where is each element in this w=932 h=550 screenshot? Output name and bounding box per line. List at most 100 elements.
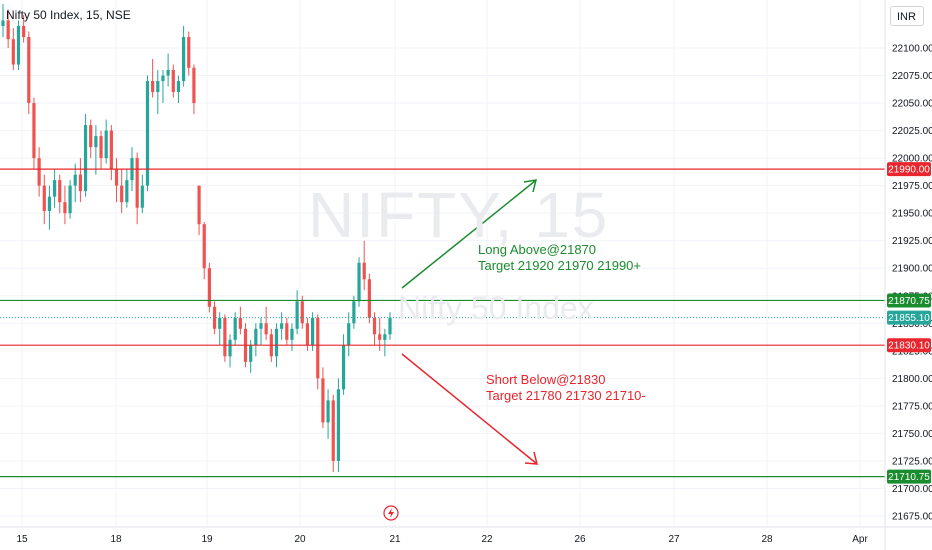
time-axis: 15 18 19 20 21 22 26 27 28 Apr [0, 526, 932, 545]
level-price-label: 21990.00 [888, 165, 930, 176]
x-tick-label: 18 [110, 534, 122, 545]
candle [300, 295, 304, 329]
candle [336, 378, 340, 472]
candle [16, 20, 21, 71]
y-tick-label: 22050.00 [892, 99, 932, 110]
candle [125, 169, 129, 208]
y-tick-label: 21700.00 [892, 484, 932, 495]
candle [114, 158, 119, 203]
long-arrow-head [523, 179, 538, 193]
candle [182, 25, 186, 87]
candle [68, 180, 72, 219]
short-arrow-head [524, 451, 538, 465]
y-tick-label: 22025.00 [892, 126, 932, 137]
candle [145, 75, 150, 192]
y-tick-label: 21975.00 [892, 181, 932, 192]
currency-selector[interactable]: INR [890, 6, 924, 26]
candle [362, 240, 366, 291]
candle [109, 125, 113, 181]
candle [58, 174, 62, 214]
candle [295, 290, 299, 335]
long-annotation: Long Above@21870 Target 21920 21970 2199… [478, 242, 641, 274]
candle [311, 312, 315, 351]
short-arrow-line [401, 353, 538, 465]
level-price-label: 21870.75 [888, 296, 930, 307]
candle [192, 64, 196, 115]
candle [233, 312, 237, 346]
candle [372, 312, 377, 346]
candle [161, 70, 165, 104]
y-tick-label: 22000.00 [892, 154, 932, 165]
trend-arrows [401, 179, 538, 465]
current-price-tag: 21855.10 [887, 310, 931, 325]
current-price-label: 21855.10 [888, 313, 930, 324]
candle [347, 312, 351, 357]
candle [151, 59, 155, 98]
price-tags: 21990.00 21870.75 21830.10 21710.75 21855.10 [887, 162, 931, 484]
short-annotation-line2: Target 21780 21730 21710- [486, 388, 646, 403]
long-arrow-line [401, 180, 536, 289]
flash-icon[interactable] [383, 505, 399, 521]
level-price-label: 21830.10 [888, 341, 930, 352]
y-tick-label: 21900.00 [892, 264, 932, 275]
candle [316, 314, 320, 390]
candle [176, 75, 181, 104]
candle [238, 306, 242, 335]
x-tick-label: 20 [294, 534, 306, 545]
x-tick-label: 28 [761, 534, 773, 545]
candle [11, 28, 15, 71]
watermark-name: Nifty 50 Index [398, 290, 594, 326]
candle [254, 323, 258, 357]
level-price-tag: 21990.00 [887, 162, 931, 177]
candle [83, 114, 88, 197]
candle [280, 312, 284, 340]
candle [42, 174, 46, 225]
candle [341, 334, 346, 395]
y-tick-label: 21950.00 [892, 209, 932, 220]
candle [285, 317, 289, 346]
x-tick-label: 27 [668, 534, 680, 545]
candle [367, 273, 371, 324]
candle [6, 9, 10, 48]
level-price-tag: 21870.75 [887, 293, 931, 308]
candle [78, 158, 82, 203]
candle [63, 185, 67, 225]
candle [104, 119, 108, 164]
candle [120, 169, 124, 214]
x-tick-label: 22 [481, 534, 493, 545]
candle [22, 14, 26, 43]
candle [53, 169, 57, 208]
candle [187, 31, 191, 76]
level-price-tag: 21710.75 [887, 469, 931, 484]
long-annotation-line1: Long Above@21870 [478, 242, 597, 257]
y-tick-label: 21925.00 [892, 236, 932, 247]
candle [378, 317, 382, 351]
candle [326, 389, 330, 439]
chart-title: Nifty 50 Index, 15, NSE [6, 8, 131, 22]
y-tick-label: 21675.00 [892, 512, 932, 523]
candle [166, 53, 170, 87]
price-axis: 22100.00 22075.00 22050.00 22025.00 22000.00… [884, 0, 932, 550]
candle [388, 312, 392, 340]
candle [305, 317, 310, 351]
candle [47, 185, 52, 230]
candle [1, 3, 5, 37]
candle [223, 314, 227, 362]
level-price-tag: 21830.10 [887, 338, 931, 353]
candle [37, 147, 41, 197]
candle [99, 130, 103, 170]
candle [135, 152, 139, 225]
x-tick-label: 21 [389, 534, 401, 545]
short-annotation: Short Below@21830 Target 21780 21730 217… [486, 372, 646, 404]
chart-grid [0, 0, 885, 527]
candle [290, 323, 294, 351]
y-tick-label: 22075.00 [892, 71, 932, 82]
x-tick-label: Apr [852, 534, 868, 545]
candle [331, 394, 335, 472]
candle [352, 295, 356, 329]
candle [89, 119, 93, 159]
y-tick-label: 21725.00 [892, 456, 932, 467]
candle [207, 262, 211, 313]
level-price-label: 21710.75 [888, 472, 930, 483]
